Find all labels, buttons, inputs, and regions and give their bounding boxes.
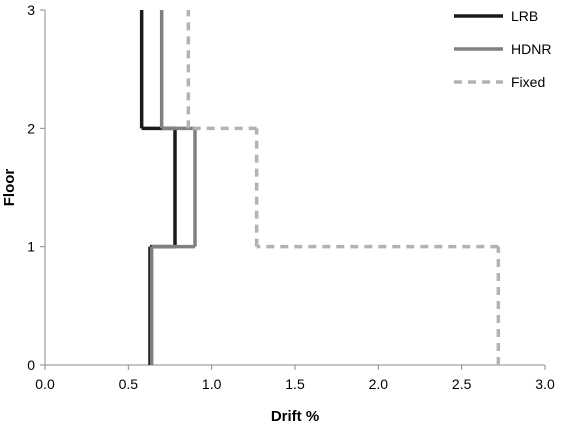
series-layer xyxy=(139,10,501,365)
series-lrb xyxy=(139,10,177,365)
legend: LRB HDNR Fixed xyxy=(454,8,551,90)
legend-label: LRB xyxy=(511,8,538,24)
legend-item-fixed: Fixed xyxy=(454,74,545,90)
y-tick-label: 3 xyxy=(27,2,35,18)
x-tick-label: 3.0 xyxy=(535,376,555,392)
legend-label: HDNR xyxy=(511,41,551,57)
x-tick-label: 2.0 xyxy=(369,376,389,392)
series-fixed xyxy=(186,10,501,365)
legend-item-hdnr: HDNR xyxy=(454,41,551,57)
x-tick-label: 0.0 xyxy=(35,376,55,392)
x-tick-label: 2.5 xyxy=(452,376,472,392)
x-ticks: 0.0 0.5 1.0 1.5 2.0 2.5 3.0 xyxy=(35,365,555,392)
y-tick-label: 0 xyxy=(27,357,35,373)
axes xyxy=(44,10,545,366)
x-axis-title: Drift % xyxy=(271,408,319,425)
y-ticks: 0 1 2 3 xyxy=(27,2,45,373)
x-tick-label: 1.0 xyxy=(202,376,222,392)
legend-label: Fixed xyxy=(511,74,545,90)
x-tick-label: 0.5 xyxy=(119,376,139,392)
legend-item-lrb: LRB xyxy=(454,8,538,24)
x-tick-label: 1.5 xyxy=(285,376,305,392)
y-tick-label: 1 xyxy=(27,239,35,255)
y-axis-title: Floor xyxy=(1,169,18,207)
y-tick-label: 2 xyxy=(27,120,35,136)
